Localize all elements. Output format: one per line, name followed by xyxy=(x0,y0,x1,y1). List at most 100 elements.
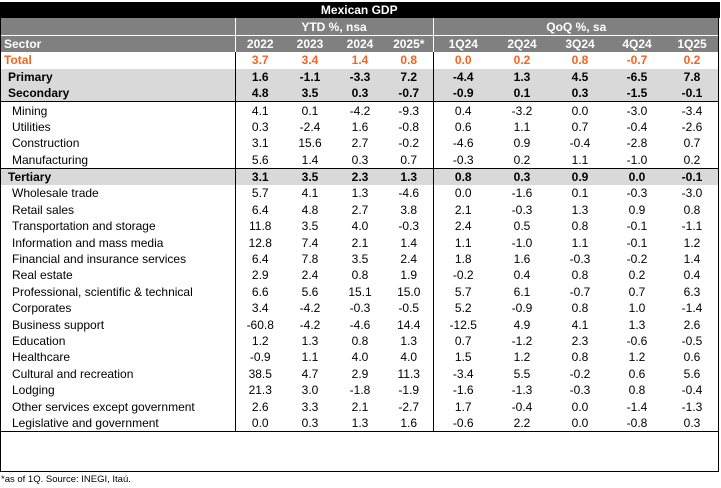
value-cell: -0.5 xyxy=(398,301,420,316)
value-cell: 0.2 xyxy=(683,53,701,68)
value-cell: 0.7 xyxy=(400,152,418,167)
value-cell: -0.5 xyxy=(681,334,703,348)
value-cell: 3.5 xyxy=(351,252,369,267)
value-cell: 0.0 xyxy=(551,414,609,433)
value-cell: 4.1 xyxy=(301,186,319,201)
value-cell: 11.8 xyxy=(234,218,285,235)
value-cell: 0.8 xyxy=(432,167,493,186)
sector-label: Transportation and storage xyxy=(12,219,156,234)
table-row: Healthcare -0.9 1.1 4.0 4.0 1.5 1.2 0.8 1.2 0.6 xyxy=(0,349,719,366)
value-cell: -0.8 xyxy=(609,414,665,433)
value-cell: 0.2 xyxy=(628,268,646,283)
value-cell: 0.0 xyxy=(234,414,285,433)
sector-label: Mining xyxy=(12,103,48,118)
value-cell: 5.2 xyxy=(432,300,493,317)
value-cell: 1.6 xyxy=(513,252,531,267)
value-cell: 14.4 xyxy=(397,317,421,332)
sector-column-header: Sector xyxy=(0,34,235,53)
value-cell: -1.6 xyxy=(511,186,533,201)
value-cell: 0.3 xyxy=(351,152,369,167)
value-cell: 6.4 xyxy=(234,250,285,268)
value-cell: 6.4 xyxy=(234,201,285,219)
value-cell: 1.2 xyxy=(513,350,531,365)
value-cell: 2.3 xyxy=(335,167,385,186)
table-row: Legislative and government 0.0 0.3 1.3 1.6 -0… xyxy=(0,414,720,433)
value-cell: -1.3 xyxy=(511,383,533,398)
column-header-3q24: 3Q24 xyxy=(551,34,609,53)
value-cell: -0.3 xyxy=(569,383,591,398)
sector-label: Lodging xyxy=(12,383,55,398)
value-cell: -0.2 xyxy=(626,252,648,267)
value-cell: 1.1 xyxy=(571,152,589,167)
value-cell: 4.5 xyxy=(551,68,609,85)
sector-label: Primary xyxy=(0,68,235,85)
value-cell: 0.8 xyxy=(351,334,369,348)
table-row: Financial and insurance services 6.4 7.8 3.… xyxy=(0,250,719,268)
value-cell: 0.9 xyxy=(513,136,531,151)
sector-label: Cultural and recreation xyxy=(12,366,134,381)
value-cell: 0.2 xyxy=(513,152,531,167)
value-cell: 5.6 xyxy=(683,366,701,381)
value-cell: 0.7 xyxy=(432,332,493,350)
sector-label: Legislative and government xyxy=(0,414,235,433)
value-cell: 0.4 xyxy=(513,268,531,283)
value-cell: 0.4 xyxy=(683,268,701,283)
value-cell: 1.3 xyxy=(351,186,369,201)
value-cell: 0.7 xyxy=(571,119,589,134)
value-cell: 0.8 xyxy=(571,219,589,234)
value-cell: 1.1 xyxy=(432,234,493,251)
value-cell: 0.7 xyxy=(683,136,701,151)
value-cell: 21.3 xyxy=(234,381,285,399)
value-cell: -0.7 xyxy=(569,284,591,299)
value-cell: 4.0 xyxy=(400,350,418,365)
value-cell: 4.0 xyxy=(351,350,369,365)
value-cell: 0.3 xyxy=(234,118,285,136)
sector-label: Corporates xyxy=(12,301,72,316)
value-cell: 0.2 xyxy=(683,152,701,167)
value-cell: 0.8 xyxy=(628,383,646,398)
sector-label: Tertiary xyxy=(0,167,235,186)
value-cell: -0.7 xyxy=(626,53,648,68)
value-cell: 3.5 xyxy=(301,219,319,234)
value-cell: -1.1 xyxy=(681,219,703,234)
value-cell: 0.8 xyxy=(571,301,589,316)
value-cell: 0.1 xyxy=(301,103,319,118)
value-cell: -0.3 xyxy=(626,186,648,201)
table-row: Total 3.7 3.4 1.4 0.8 0.0 0.2 0.8 -0.7 0.2 xyxy=(0,52,719,69)
sector-label: Wholesale trade xyxy=(12,186,99,201)
value-cell: 1.3 xyxy=(400,334,418,348)
value-cell: 0.0 xyxy=(432,52,493,69)
value-cell: -0.3 xyxy=(398,219,420,234)
table-row: Professional, scientific & technical 6.6 5… xyxy=(0,283,719,301)
value-cell: -0.3 xyxy=(511,202,533,217)
value-cell: 0.6 xyxy=(432,118,493,136)
value-cell: 1.3 xyxy=(628,317,646,332)
value-cell: -0.2 xyxy=(398,136,420,151)
value-cell: -1.5 xyxy=(609,84,665,103)
value-cell: 3.1 xyxy=(234,135,285,152)
value-cell: 2.1 xyxy=(351,399,369,414)
value-cell: 4.1 xyxy=(234,101,285,119)
value-cell: 1.4 xyxy=(301,152,319,167)
group-header-spacer xyxy=(0,18,235,36)
column-header-1q25: 1Q25 xyxy=(665,34,720,53)
value-cell: 1.5 xyxy=(432,349,493,366)
value-cell: 11.3 xyxy=(397,366,420,381)
value-cell: 5.5 xyxy=(513,366,531,381)
sector-label: Education xyxy=(12,334,66,348)
value-cell: -0.6 xyxy=(626,334,648,348)
value-cell: 1.2 xyxy=(234,332,285,350)
value-cell: 7.8 xyxy=(301,252,319,267)
value-cell: -0.4 xyxy=(681,383,703,398)
sector-label: Utilities xyxy=(12,119,51,134)
sector-label: Other services except government xyxy=(12,399,195,414)
value-cell: 0.7 xyxy=(628,284,646,299)
table-row: Transportation and storage 11.8 3.5 4.0 -0.3… xyxy=(0,218,719,235)
value-cell: 0.8 xyxy=(683,202,701,217)
value-cell: -1.0 xyxy=(511,235,533,250)
value-cell: 1.8 xyxy=(432,250,493,268)
value-cell: -3.0 xyxy=(626,103,648,118)
value-cell: 2.7 xyxy=(351,202,369,217)
value-cell: 1.3 xyxy=(493,68,551,85)
value-cell: -60.8 xyxy=(234,316,285,333)
